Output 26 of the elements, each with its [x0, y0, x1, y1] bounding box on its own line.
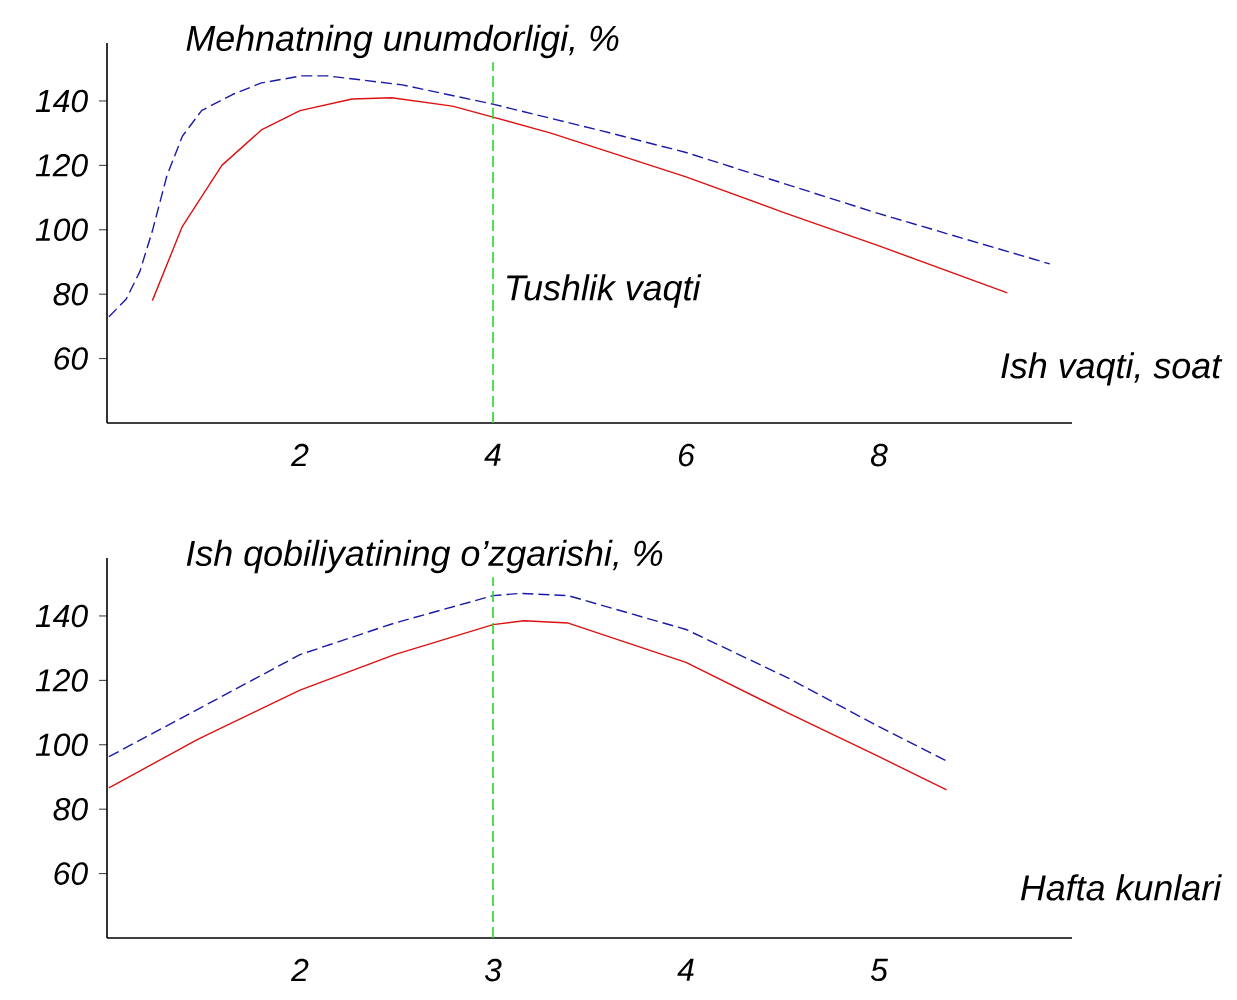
x-axis-title: Ish vaqti, soat	[1001, 352, 1223, 386]
y-tick-label: 120	[35, 669, 88, 692]
x-tick-label: 4	[677, 958, 694, 981]
x-tick-label: 6	[678, 443, 695, 467]
x-axis-title: Hafta kunlari	[1020, 874, 1222, 901]
y-tick-label: 140	[35, 604, 88, 628]
x-tick-label: 8	[870, 443, 888, 467]
y-tick-label: 140	[35, 89, 88, 113]
x-tick-label: 3	[484, 958, 502, 982]
y-tick-label: 100	[35, 218, 88, 242]
y-tick-label: 80	[53, 282, 88, 306]
y-axis-title: Ish qobiliyatining o’zgarishi, %	[186, 539, 663, 574]
y-tick-label: 120	[35, 154, 88, 177]
x-tick-label: 5	[870, 958, 888, 982]
x-tick-label: 4	[484, 443, 501, 466]
line-series	[108, 592, 948, 762]
y-tick-label: 60	[54, 347, 88, 370]
x-tick-label: 2	[290, 443, 309, 467]
y-tick-label: 80	[53, 797, 88, 821]
y-axis-title: Mehnatning unumdorligi, %	[186, 24, 619, 59]
y-tick-label: 100	[35, 733, 88, 757]
ref-line-label: Tushlik vaqti	[507, 274, 702, 308]
line-series	[108, 75, 1051, 318]
x-tick-label: 2	[290, 958, 309, 982]
line-series	[108, 620, 948, 791]
y-tick-label: 60	[54, 862, 88, 885]
